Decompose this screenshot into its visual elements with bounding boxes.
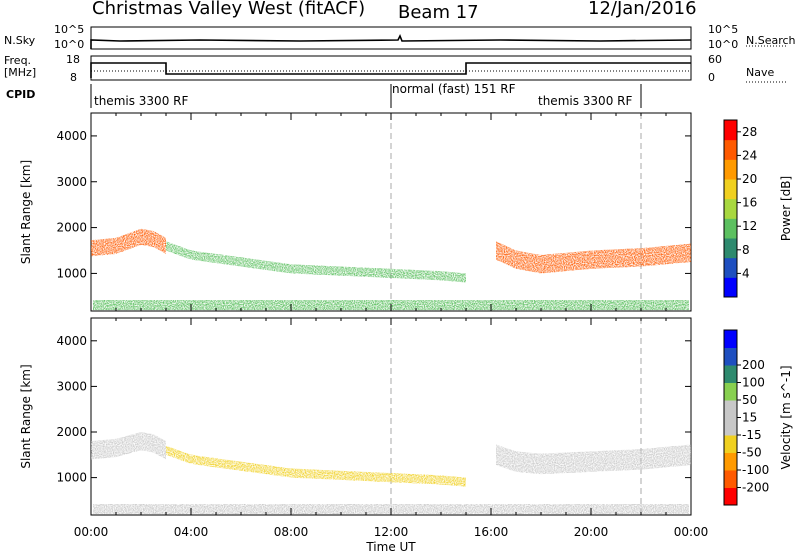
colorbar-swatch <box>724 139 737 160</box>
nave-tick-bottom: 0 <box>708 71 715 84</box>
x-tick-label: 08:00 <box>274 525 309 539</box>
x-tick-label: 00:00 <box>674 525 709 539</box>
band-group <box>91 228 691 283</box>
colorbar-tick-label: -200 <box>742 481 769 495</box>
colorbar-tick-label: 24 <box>742 148 757 162</box>
nave-label: Nave <box>746 66 775 79</box>
colorbar-label: Velocity [m s^-1] <box>779 365 793 469</box>
x-tick-label: 04:00 <box>174 525 209 539</box>
plot-frame <box>90 317 692 516</box>
y-tick-label: 4000 <box>56 129 87 143</box>
colorbar-swatch <box>724 218 737 239</box>
colorbar-swatch <box>724 277 737 298</box>
y-tick-label: 3000 <box>56 175 87 189</box>
colorbar-swatch <box>724 382 737 401</box>
nave-tick-top: 60 <box>708 53 722 66</box>
colorbar-swatch <box>724 159 737 180</box>
colorbar-swatch <box>724 198 737 219</box>
date-label: 12/Jan/2016 <box>588 0 697 19</box>
scatter-band <box>496 241 691 274</box>
nsky-right-tick-bottom: 10^0 <box>708 38 739 51</box>
nsky-label: N.Sky <box>4 34 36 47</box>
y-tick-label: 2000 <box>56 221 87 235</box>
colorbar-swatch <box>724 347 737 366</box>
cpid-segment-label: normal (fast) 151 RF <box>392 82 516 96</box>
colorbar-swatch <box>724 330 737 348</box>
y-tick-label: 4000 <box>56 334 87 348</box>
cpid-label: CPID <box>6 88 36 101</box>
scatter-band <box>166 445 466 487</box>
colorbar-swatch <box>724 365 737 383</box>
freq-label: Freq. <box>4 54 32 67</box>
colorbar-tick-label: 20 <box>742 172 757 186</box>
colorbar-tick-label: 200 <box>742 358 765 372</box>
nsky-panel <box>90 26 692 50</box>
y-tick-label: 2000 <box>56 425 87 439</box>
plot-frame <box>90 112 692 312</box>
colorbar-swatch <box>724 487 737 506</box>
scatter-band <box>91 228 166 257</box>
colorbar-swatch <box>724 179 737 200</box>
colorbar-swatch <box>724 238 737 259</box>
colorbar-tick-label: -15 <box>742 428 762 442</box>
axes: 00:00 04:00 08:00 12:00 16:00 20:00 00:00 Time … <box>74 525 709 554</box>
colorbar-tick-label: -50 <box>742 446 762 460</box>
x-axis-label: Time UT <box>365 540 416 554</box>
beam-label: Beam 17 <box>398 2 479 23</box>
colorbar-label: Power [dB] <box>779 176 793 241</box>
nsky-right-tick-top: 10^5 <box>708 23 739 36</box>
freq-panel <box>90 55 692 81</box>
freq-tick-top: 18 <box>66 53 80 66</box>
colorbar-tick-label: 50 <box>742 393 757 407</box>
colorbar-tick-label: 12 <box>742 219 757 233</box>
colorbar-frame <box>723 119 738 298</box>
freq-tick-bottom: 8 <box>70 71 77 84</box>
y-axis-label: Slant Range [km] <box>19 160 33 264</box>
y-axis-label: Slant Range [km] <box>19 364 33 468</box>
colorbar-swatch <box>724 400 737 418</box>
colorbar-swatch <box>724 452 737 471</box>
scatter-band <box>91 432 166 460</box>
colorbar-swatch <box>724 435 737 453</box>
y-tick-label: 1000 <box>56 471 87 485</box>
cpid-segment-label: themis 3300 RF <box>94 94 189 108</box>
power-panel: 1000 2000 3000 4000 Slant Range [km] <box>19 112 692 312</box>
colorbar-tick-label: 16 <box>742 196 757 210</box>
scatter-band <box>496 444 691 475</box>
colorbar-tick-label: 15 <box>742 411 757 425</box>
chart-title: Christmas Valley West (fitACF) <box>92 0 366 19</box>
colorbar-swatch <box>724 470 737 488</box>
colorbar-swatch <box>724 120 737 141</box>
nsearch-label: N.Search <box>746 34 796 47</box>
colorbar-tick-label: -100 <box>742 463 769 477</box>
nsky-tick-bottom: 10^0 <box>54 38 85 51</box>
nsky-line <box>90 34 692 49</box>
colorbars: 4 8 12 16 20 24 28 Power [dB] -200 -100 -50 -15 15 50… <box>723 119 793 506</box>
freq-line <box>90 62 691 78</box>
y-tick-label: 3000 <box>56 379 87 393</box>
colorbar-tick-label: 100 <box>742 376 765 390</box>
x-tick-label: 20:00 <box>574 525 609 539</box>
cpid-segment-label: themis 3300 RF <box>538 94 633 108</box>
band-group <box>91 432 691 487</box>
colorbar-swatch <box>724 417 737 436</box>
y-tick-label: 1000 <box>56 266 87 280</box>
x-tick-label: 12:00 <box>374 525 409 539</box>
colorbar-tick-label: 28 <box>742 125 757 139</box>
colorbar-tick-label: 4 <box>742 266 750 280</box>
colorbar-swatch <box>724 257 737 278</box>
x-tick-label: 16:00 <box>474 525 509 539</box>
scatter-band <box>166 241 466 283</box>
freq-unit-label: [MHz] <box>4 66 37 79</box>
nsky-tick-top: 10^5 <box>54 23 85 36</box>
x-tick-label: 00:00 <box>74 525 109 539</box>
velocity-panel: 1000 2000 3000 4000 Slant Range [km] <box>19 317 692 516</box>
colorbar-tick-label: 8 <box>742 243 750 257</box>
